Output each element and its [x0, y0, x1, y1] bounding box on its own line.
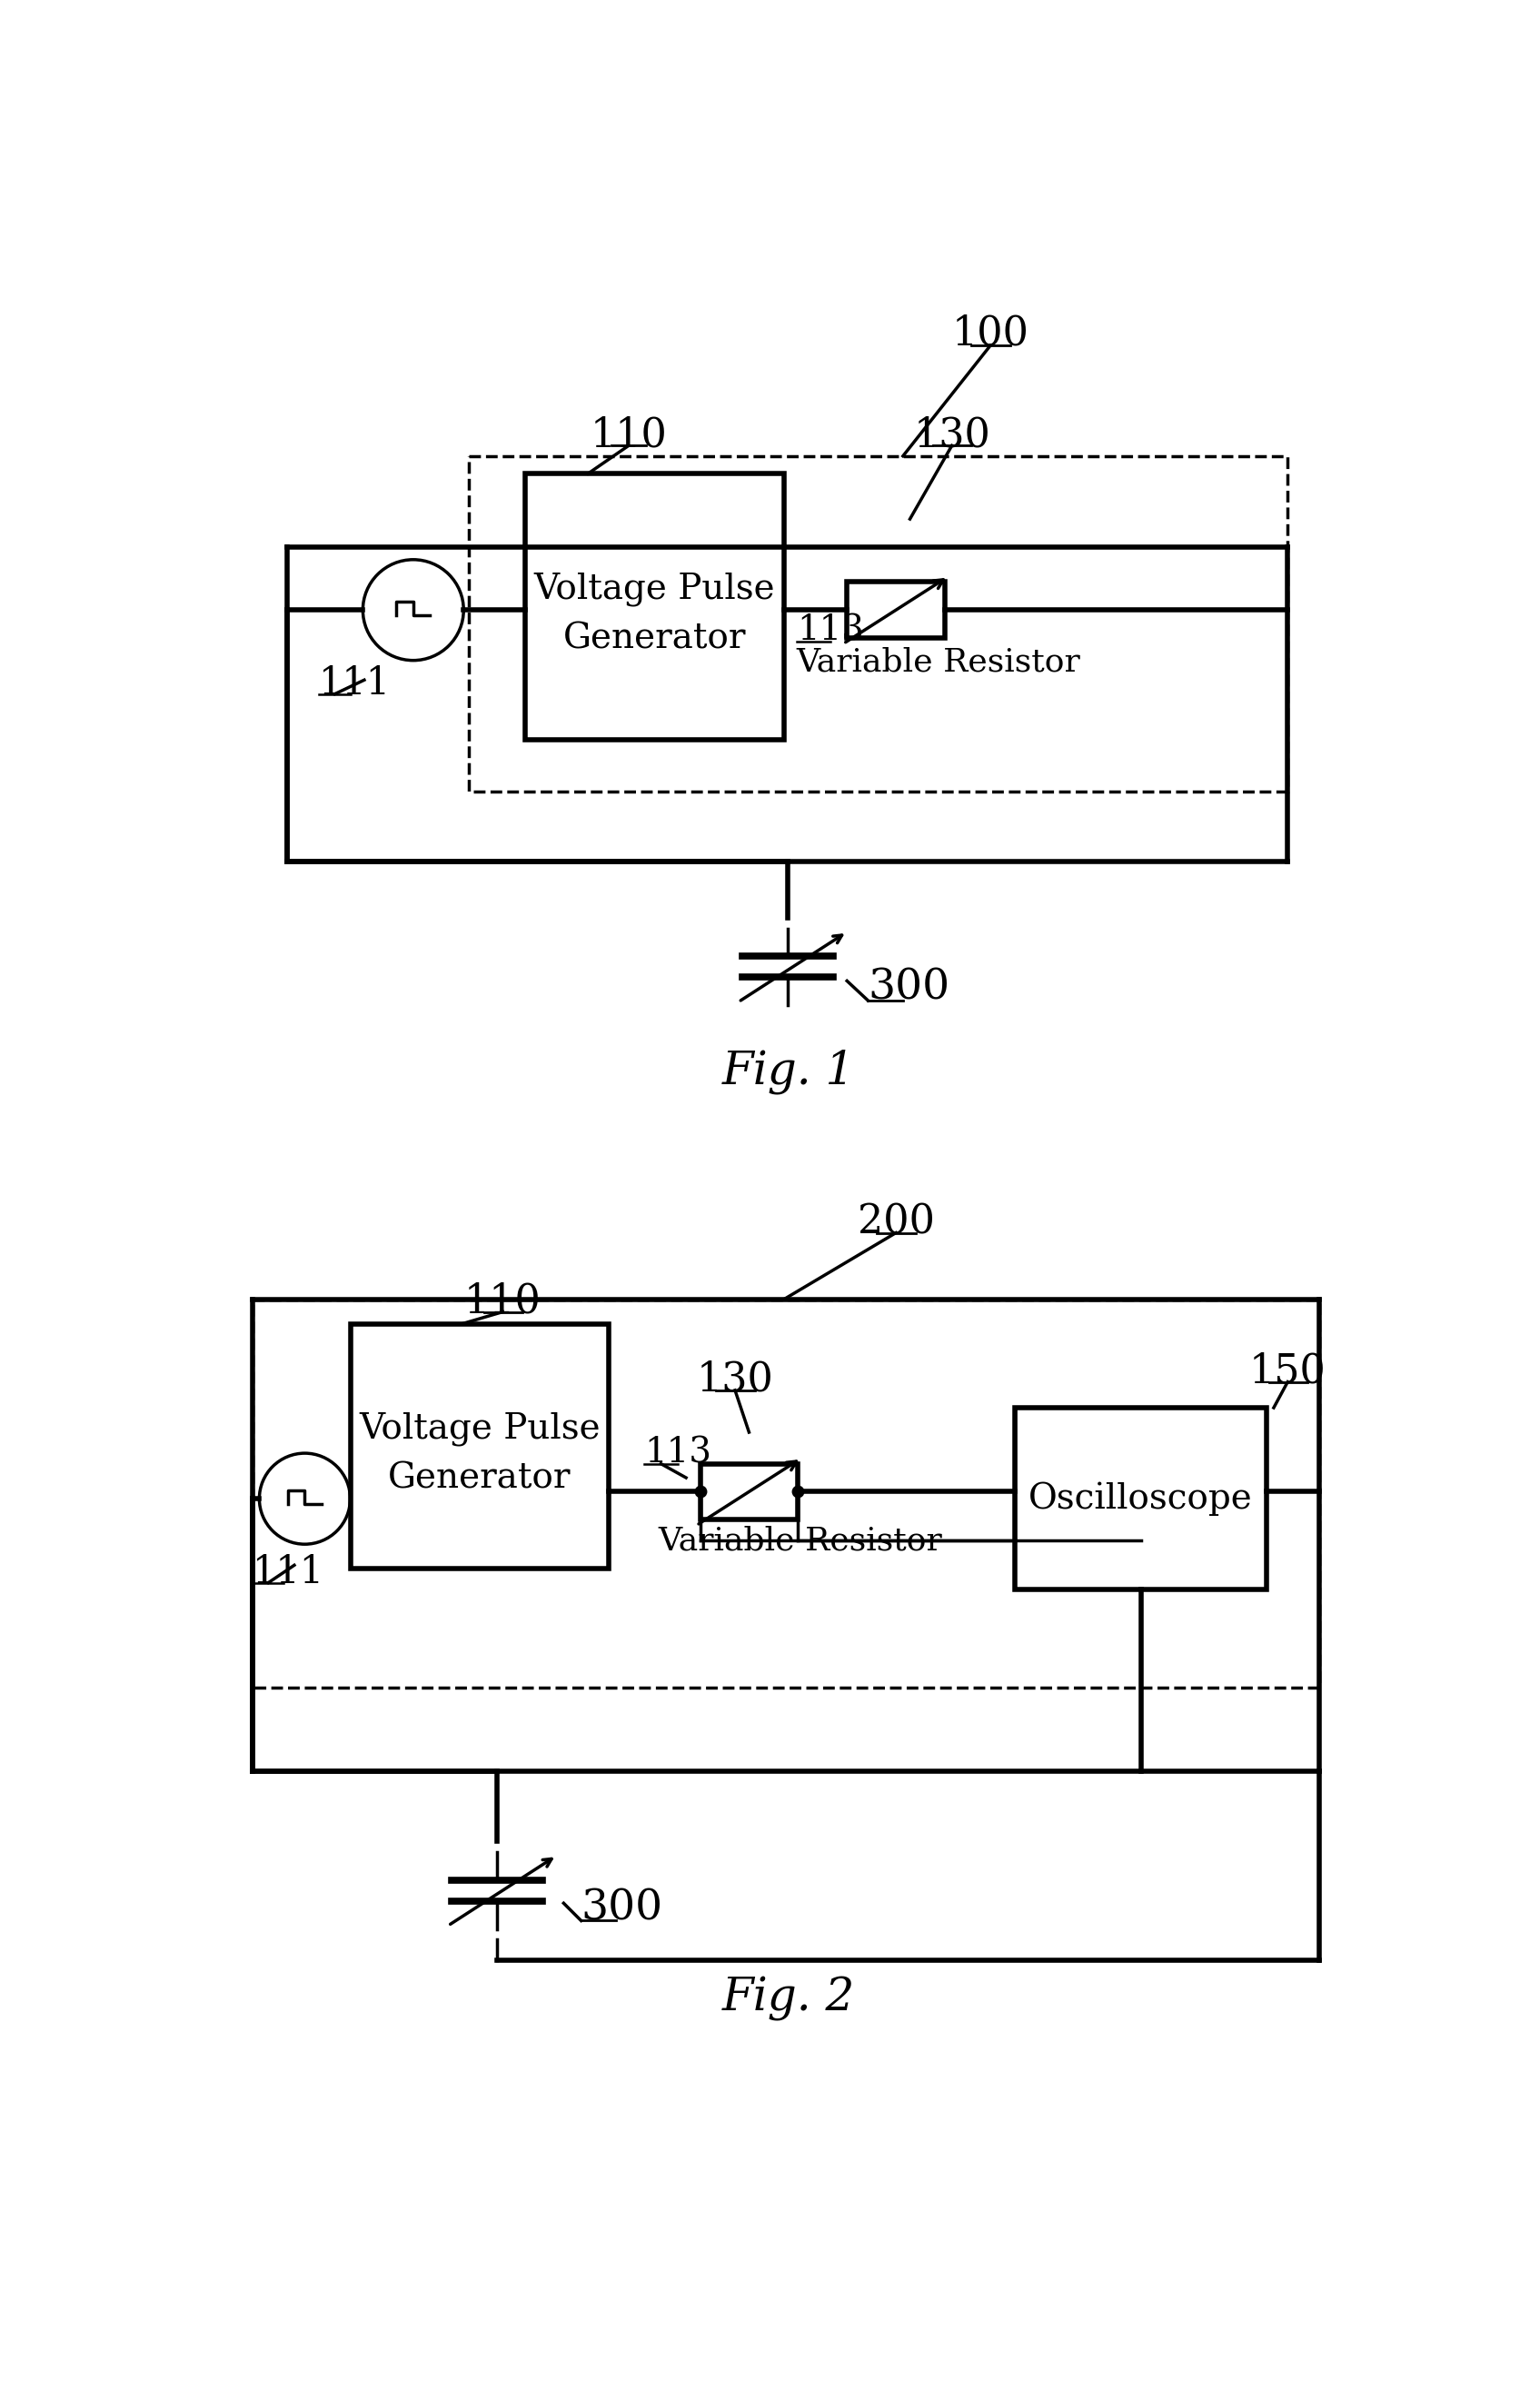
Text: Voltage Pulse
Generator: Voltage Pulse Generator: [534, 571, 775, 655]
Bar: [1015, 1407, 1267, 1589]
Text: Oscilloscope: Oscilloscope: [1029, 1481, 1254, 1515]
Text: 111: 111: [253, 1553, 325, 1592]
Text: Voltage Pulse
Generator: Voltage Pulse Generator: [359, 1412, 601, 1496]
Bar: [701, 1465, 798, 1520]
Text: Fig. 2: Fig. 2: [722, 1976, 855, 2022]
Text: Variable Resistor: Variable Resistor: [658, 1525, 942, 1556]
Text: 200: 200: [858, 1203, 935, 1241]
Bar: [847, 581, 946, 639]
Text: Fig. 1: Fig. 1: [722, 1049, 855, 1095]
Text: 130: 130: [913, 415, 990, 454]
Bar: [470, 456, 1287, 792]
Text: 113: 113: [796, 615, 864, 648]
Text: 111: 111: [319, 665, 391, 703]
Text: 300: 300: [869, 968, 950, 1008]
Bar: [350, 1323, 610, 1568]
Text: 110: 110: [464, 1282, 542, 1321]
Text: Variable Resistor: Variable Resistor: [796, 646, 1081, 677]
Text: 130: 130: [696, 1359, 773, 1400]
Text: 300: 300: [581, 1887, 664, 1928]
Text: 100: 100: [952, 315, 1029, 353]
Text: 113: 113: [644, 1436, 711, 1469]
Text: 110: 110: [590, 415, 667, 454]
Bar: [253, 1299, 1320, 1688]
Text: 150: 150: [1249, 1352, 1326, 1390]
Bar: [525, 473, 784, 740]
